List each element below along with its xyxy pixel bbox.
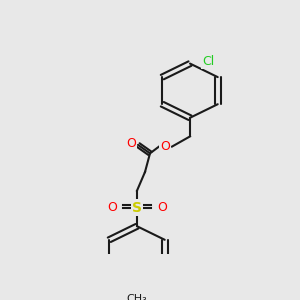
Text: O: O [160,140,170,153]
Text: CH₃: CH₃ [127,294,147,300]
Text: O: O [126,137,136,150]
Text: Cl: Cl [202,56,214,68]
Text: S: S [132,201,142,214]
Text: O: O [157,201,167,214]
Text: O: O [107,201,117,214]
